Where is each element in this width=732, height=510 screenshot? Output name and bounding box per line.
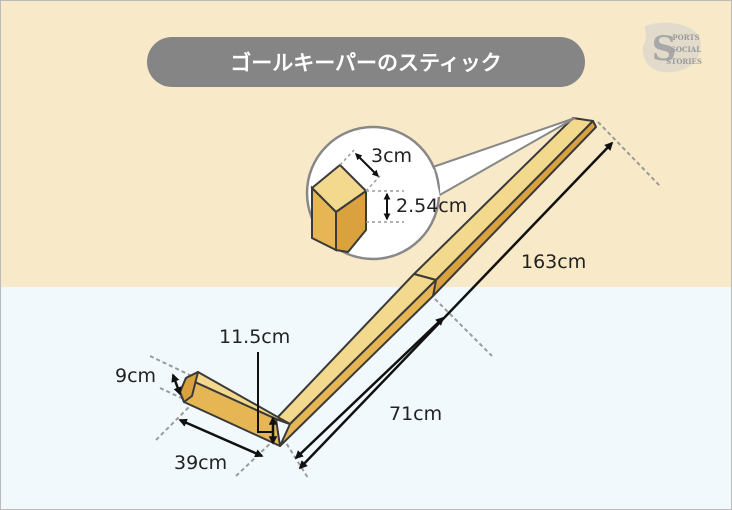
blade-length-label: 39cm — [174, 452, 227, 474]
shaft-thickness-label: 2.54cm — [396, 195, 467, 217]
sports-social-stories-logo: S PORTS SOCIAL STORIES — [642, 22, 702, 73]
blade-height-label: 9cm — [115, 365, 156, 387]
logo-line1: PORTS — [672, 33, 699, 42]
logo-line3: STORIES — [666, 57, 702, 66]
title-pill — [147, 37, 585, 87]
title: ゴールキーパーのスティック — [230, 51, 502, 75]
paddle-height-leader — [257, 352, 274, 433]
paddle-height-label: 11.5cm — [219, 326, 290, 348]
blade-length-arrow — [178, 418, 264, 458]
lower-shaft-length-label: 71cm — [389, 403, 442, 425]
total-length-label: 163cm — [521, 251, 586, 273]
blade-height-arrow — [171, 373, 182, 396]
shaft-width-label: 3cm — [371, 145, 412, 167]
logo-letter: S — [652, 29, 677, 69]
lower-shaft-arrow — [294, 316, 445, 460]
dimension-arrows — [171, 141, 614, 470]
logo-line2: SOCIAL — [671, 45, 701, 54]
